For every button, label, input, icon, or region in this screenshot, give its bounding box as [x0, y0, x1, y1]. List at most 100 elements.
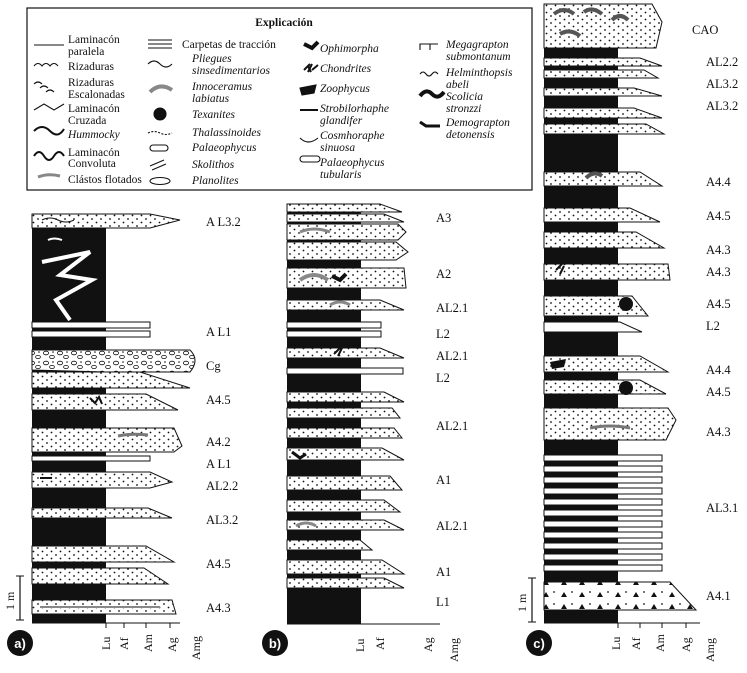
unit-label: L1	[436, 595, 450, 609]
legend-title: Explicación	[255, 17, 313, 29]
column-c-bed	[543, 57, 663, 67]
unit-label: AL3.2	[706, 77, 738, 91]
column-b-bed	[286, 577, 405, 589]
unit-label: AL2.1	[436, 349, 468, 363]
unit-label: AL2.1	[436, 419, 468, 433]
legend-icons-col2	[147, 39, 174, 186]
axis-label: Ag	[165, 637, 179, 652]
chondrites-icon	[89, 394, 103, 405]
legend-icons-col1	[33, 44, 65, 179]
scolicia-stronzzi-icon	[418, 89, 446, 99]
unit-label: A4.5	[206, 393, 231, 407]
texanites-icon	[619, 297, 633, 311]
unit-label: A1	[436, 473, 451, 487]
svg-text:Laminacón: Laminacón	[68, 147, 120, 159]
column-c-bed	[543, 263, 671, 281]
svg-text:detonensis: detonensis	[446, 129, 495, 141]
unit-label: A4.4	[706, 363, 731, 377]
column-b-bed	[286, 391, 405, 403]
unit-label: A4.5	[706, 297, 731, 311]
axis-label: Af	[373, 637, 387, 650]
column-c-bed	[543, 171, 664, 187]
column-a-bed	[31, 321, 151, 329]
unit-label: L2	[706, 319, 720, 333]
column-a-conglomerate	[31, 349, 196, 373]
axis-label: Lu	[99, 637, 113, 650]
unit-label: AL3.2	[706, 99, 738, 113]
column-b: Lu Af Ag Amg b) A3 A2 AL2.1 L2 AL2.1 L2 …	[262, 203, 468, 662]
svg-text:Pliegues: Pliegues	[191, 53, 232, 65]
axis-label: Af	[629, 637, 643, 650]
column-c-bed	[543, 207, 661, 223]
column-b-bed	[286, 203, 403, 213]
convolute-lamination-icon	[33, 151, 65, 161]
unit-label: A4.4	[706, 175, 731, 189]
unit-label: AL2.2	[706, 55, 738, 69]
planolites-icon	[149, 176, 171, 186]
column-b-bed	[286, 475, 404, 491]
svg-text:abeli: abeli	[446, 79, 469, 91]
column-a-bed	[31, 507, 173, 519]
column-a-bed	[31, 567, 170, 585]
svg-text:Skolithos: Skolithos	[192, 159, 235, 171]
column-b-bed	[286, 427, 404, 439]
column-a: Lu Af Am Ag Amg 1 m a) A L3.2 A L1 Cg A4…	[3, 213, 241, 660]
axis-label: Am	[653, 633, 667, 652]
unit-label: A4.3	[706, 425, 731, 439]
hummocky-icon	[33, 126, 65, 136]
scale-label: 1 m	[3, 591, 17, 610]
unit-label: A L1	[206, 457, 231, 471]
svg-text:glandifer: glandifer	[320, 115, 363, 127]
column-b-bed	[286, 407, 402, 419]
column-c-bed	[543, 379, 667, 395]
column-a-bed	[31, 545, 176, 563]
svg-text:Carpetas de tracción: Carpetas de tracción	[182, 39, 276, 51]
svg-text:sinsedimentarios: sinsedimentarios	[192, 65, 270, 77]
column-a-bed	[31, 393, 179, 411]
column-c-parallel-beds	[543, 454, 663, 572]
legend: Explicación Laminacón paralela Rizaduras…	[26, 7, 533, 191]
thalassinoides-icon	[147, 130, 173, 136]
column-a-bed	[31, 213, 181, 229]
unit-label: A4.2	[206, 435, 231, 449]
unit-label: AL3.2	[206, 513, 238, 527]
unit-label: AL3.1	[706, 501, 738, 515]
legend-box	[26, 7, 533, 191]
svg-text:Demograpton: Demograpton	[445, 117, 510, 129]
column-b-bed	[286, 321, 382, 329]
unit-label: A L1	[206, 325, 231, 339]
svg-text:Convoluta: Convoluta	[68, 158, 116, 170]
unit-label: A4.5	[706, 385, 731, 399]
unit-label: A3	[436, 211, 451, 225]
column-a-bed	[31, 427, 183, 453]
panel-badge-a	[7, 630, 33, 656]
svg-text:sinuosa: sinuosa	[320, 142, 355, 154]
column-c-bed	[543, 3, 663, 49]
unit-label: L2	[436, 327, 450, 341]
svg-text:Laminacón: Laminacón	[68, 34, 120, 46]
helminthopsis-abeli-icon	[419, 71, 439, 77]
unit-label: AL2.1	[436, 519, 468, 533]
svg-text:Scolicia: Scolicia	[446, 91, 483, 103]
axis-label: Af	[117, 637, 131, 650]
svg-text:Escalonadas: Escalonadas	[68, 89, 125, 101]
svg-text:Ophimorpha: Ophimorpha	[320, 43, 379, 55]
texanites-icon	[619, 381, 633, 395]
column-c-bed	[543, 123, 666, 135]
unit-label: A4.5	[706, 209, 731, 223]
svg-text:paralela: paralela	[68, 46, 104, 58]
svg-text:Laminacón: Laminacón	[68, 103, 120, 115]
svg-text:a): a)	[14, 636, 26, 651]
axis-label: Lu	[609, 637, 623, 650]
column-c-bed	[543, 87, 663, 97]
axis-label: Amg	[703, 638, 717, 662]
column-b-bed	[286, 267, 407, 289]
column-c-bed	[543, 69, 660, 79]
column-b-bed	[286, 213, 405, 223]
column-c-bed	[543, 407, 677, 441]
panel-badge-b	[262, 630, 288, 656]
axis-label: Lu	[353, 639, 367, 652]
svg-text:Palaeophycus: Palaeophycus	[191, 142, 257, 154]
zoophycus-icon	[550, 359, 566, 369]
